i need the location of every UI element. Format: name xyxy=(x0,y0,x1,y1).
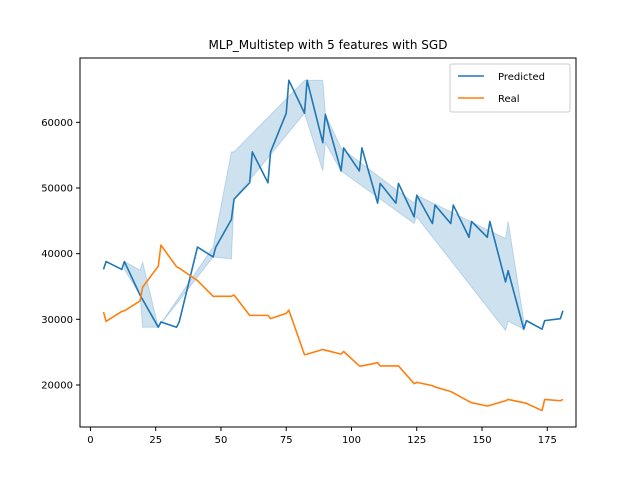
y-tick-label: 30000 xyxy=(41,315,73,326)
real-series-line xyxy=(102,244,564,412)
series-layer xyxy=(102,79,564,412)
plot-frame xyxy=(79,57,577,428)
x-tick-label: 50 xyxy=(215,435,228,446)
y-tick-label: 60000 xyxy=(41,118,73,129)
predicted-series-line xyxy=(102,79,564,330)
legend-real-label: Real xyxy=(498,94,520,105)
x-tick-label: 0 xyxy=(87,435,93,446)
y-axis: 20000 30000 40000 50000 60000 xyxy=(41,118,80,391)
chart-title: MLP_Multistep with 5 features with SGD xyxy=(209,38,448,52)
x-tick-label: 75 xyxy=(280,435,293,446)
legend: Predicted Real xyxy=(449,63,571,113)
confidence-band-layer xyxy=(123,79,525,332)
y-tick-label: 20000 xyxy=(41,380,73,391)
x-tick-label: 175 xyxy=(538,435,557,446)
y-tick-label: 40000 xyxy=(41,249,73,260)
legend-predicted-label: Predicted xyxy=(498,72,545,83)
x-tick-label: 100 xyxy=(342,435,361,446)
x-tick-label: 150 xyxy=(472,435,491,446)
x-tick-label: 25 xyxy=(149,435,162,446)
y-tick-label: 50000 xyxy=(41,184,73,195)
x-tick-label: 125 xyxy=(407,435,426,446)
x-axis: 0 25 50 75 100 125 150 175 xyxy=(87,427,557,446)
predicted-confidence-band xyxy=(123,79,525,332)
